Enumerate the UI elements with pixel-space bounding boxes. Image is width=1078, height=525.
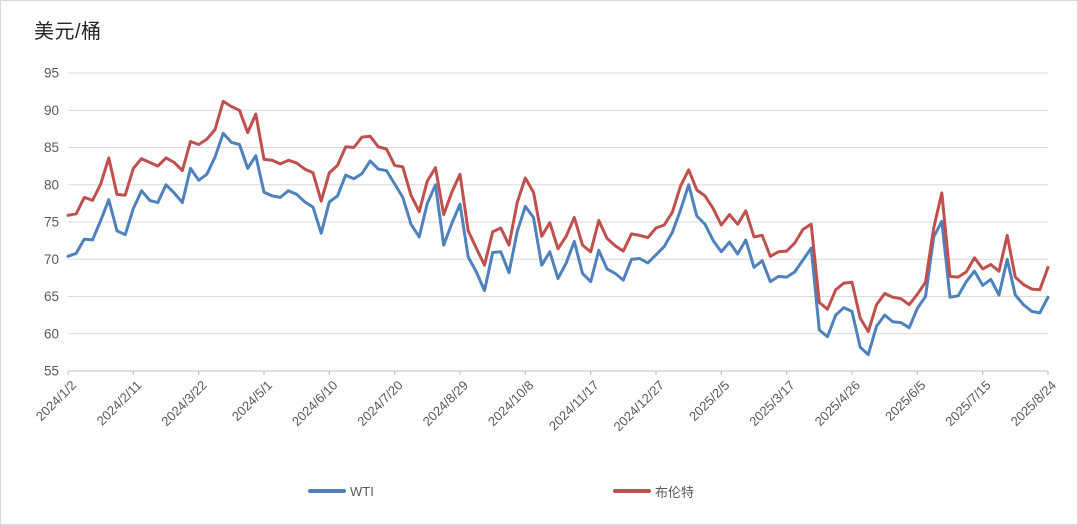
x-tick-label: 2025/4/26 — [812, 378, 864, 430]
legend: WTI 布伦特 — [1, 482, 1077, 502]
y-tick-label: 90 — [44, 103, 59, 118]
x-tick-label: 2024/5/1 — [229, 378, 275, 424]
x-tick-label: 2025/3/17 — [746, 378, 798, 430]
wti-line — [66, 131, 1050, 357]
y-axis-labels: 55 60 65 70 75 80 85 90 95 — [44, 66, 59, 379]
x-tick-label: 2024/10/8 — [485, 378, 537, 430]
x-axis — [67, 370, 1049, 375]
x-axis-labels: 2024/1/2 2024/2/11 2024/3/22 2024/5/1 2024/6… — [33, 378, 1059, 435]
chart-title: 美元/桶 — [34, 21, 102, 43]
x-tick-label: 2025/7/15 — [942, 378, 994, 430]
x-tick-label: 2025/2/5 — [686, 378, 732, 424]
wti-line-swatch — [308, 489, 346, 493]
legend-item-brent: 布伦特 — [613, 482, 694, 500]
gridlines — [68, 72, 1048, 335]
x-tick-label: 2024/2/11 — [94, 378, 145, 429]
x-tick-label: 2024/3/22 — [158, 378, 210, 430]
x-tick-label: 2024/1/2 — [33, 378, 79, 424]
y-tick-label: 60 — [44, 326, 59, 341]
x-tick-label: 2024/12/27 — [610, 378, 667, 435]
x-tick-label: 2024/6/10 — [289, 378, 341, 430]
brent-line — [66, 99, 1050, 333]
brent-line-swatch — [613, 489, 651, 493]
x-tick-label: 2025/8/24 — [1008, 378, 1060, 430]
y-tick-label: 85 — [44, 140, 59, 155]
y-tick-label: 80 — [44, 177, 59, 192]
legend-label-wti: WTI — [350, 483, 374, 499]
legend-item-wti: WTI — [308, 482, 374, 500]
legend-label-brent: 布伦特 — [655, 484, 695, 500]
y-tick-label: 70 — [44, 252, 59, 267]
x-tick-label: 2024/7/20 — [354, 378, 406, 430]
x-tick-label: 2024/8/29 — [420, 378, 472, 430]
y-tick-label: 95 — [44, 66, 59, 81]
x-tick-label: 2025/6/5 — [882, 378, 928, 424]
y-tick-label: 65 — [44, 289, 59, 304]
x-tick-label: 2024/11/17 — [546, 378, 602, 434]
y-tick-label: 75 — [44, 215, 59, 230]
y-tick-label: 55 — [44, 364, 59, 379]
